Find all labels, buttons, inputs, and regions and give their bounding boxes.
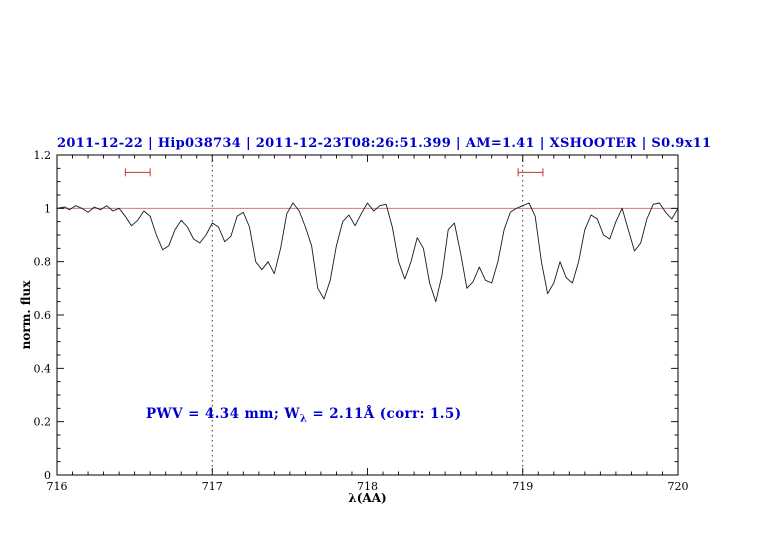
annotation-pre: PWV = 4.34 mm; W [146, 406, 300, 422]
y-axis-label: norm. flux [19, 280, 33, 350]
annotation-post: = 2.11Å (corr: 1.5) [307, 406, 462, 422]
x-tick-label: 716 [47, 480, 68, 493]
x-tick-label: 720 [668, 480, 689, 493]
y-tick-label: 0.8 [34, 256, 52, 269]
x-tick-label: 718 [357, 480, 378, 493]
x-tick-label: 717 [202, 480, 223, 493]
y-tick-label: 1.2 [34, 149, 52, 162]
annotation-lambda-subscript: λ [299, 413, 308, 425]
y-tick-label: 0 [44, 469, 51, 482]
y-tick-label: 0.4 [34, 362, 52, 375]
x-axis-label: λ(AA) [348, 491, 387, 505]
y-tick-label: 0.2 [34, 416, 52, 429]
plot-frame [56, 154, 679, 476]
pwv-annotation: PWV = 4.34 mm; Wλ = 2.11Å (corr: 1.5) [146, 406, 462, 425]
y-tick-label: 1 [44, 202, 51, 215]
y-tick-label: 0.6 [34, 309, 52, 322]
spectrum-line [57, 202, 678, 303]
plot-title: 2011-12-22 | Hip038734 | 2011-12-23T08:2… [57, 136, 712, 151]
x-tick-label: 719 [512, 480, 533, 493]
